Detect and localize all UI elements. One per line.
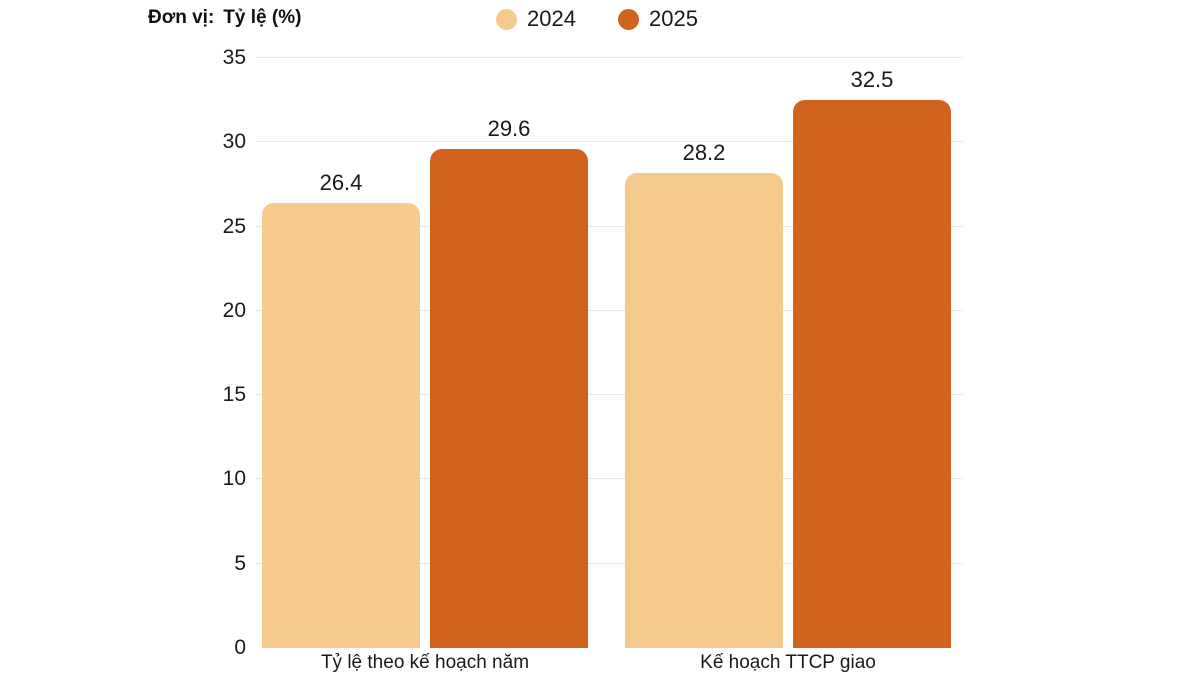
category-label-2: Kế hoạch TTCP giao bbox=[700, 652, 876, 673]
legend-swatch-2025 bbox=[618, 8, 639, 30]
bar-value-label: 32.5 bbox=[850, 67, 894, 93]
bar-2025-category-1 bbox=[430, 149, 588, 648]
y-tick-25: 25 bbox=[222, 214, 246, 238]
legend-label: 2025 bbox=[649, 6, 698, 31]
gridline-5 bbox=[255, 562, 963, 564]
bar-value-label: 29.6 bbox=[487, 116, 531, 142]
gridline-30 bbox=[255, 141, 963, 143]
y-tick-35: 35 bbox=[222, 46, 246, 69]
legend-swatch-2024 bbox=[496, 8, 517, 30]
plot-area: 26.4 29.6 28.2 32.5 bbox=[255, 57, 963, 648]
unit-label-value: Tỷ lệ (%) bbox=[223, 7, 302, 28]
bar-value-label: 28.2 bbox=[682, 139, 726, 165]
y-tick-15: 15 bbox=[222, 383, 246, 407]
y-tick-10: 10 bbox=[222, 467, 246, 491]
y-tick-5: 5 bbox=[234, 551, 246, 575]
gridline-20 bbox=[255, 309, 963, 311]
bar-2025-category-2 bbox=[793, 100, 951, 648]
y-tick-0: 0 bbox=[234, 636, 246, 659]
y-tick-30: 30 bbox=[222, 130, 246, 154]
gridline-15 bbox=[255, 394, 963, 396]
category-label-1: Tỷ lệ theo kế hoạch năm bbox=[320, 652, 530, 673]
bar-2024-category-1 bbox=[262, 202, 420, 648]
unit-label-prefix: Đơn vị: bbox=[148, 7, 215, 28]
gridline-25 bbox=[255, 225, 963, 227]
bar-value-label: 26.4 bbox=[319, 169, 363, 195]
gridline-35 bbox=[255, 57, 963, 58]
legend-label: 2024 bbox=[527, 6, 576, 31]
gridline-10 bbox=[255, 478, 963, 480]
y-tick-20: 20 bbox=[222, 298, 246, 322]
legend-item-2025: 2025 bbox=[618, 6, 698, 32]
legend-item-2024: 2024 bbox=[496, 6, 576, 32]
unit-label: Đơn vị: Tỷ lệ (%) bbox=[148, 7, 301, 29]
bar-2024-category-2 bbox=[625, 172, 783, 648]
